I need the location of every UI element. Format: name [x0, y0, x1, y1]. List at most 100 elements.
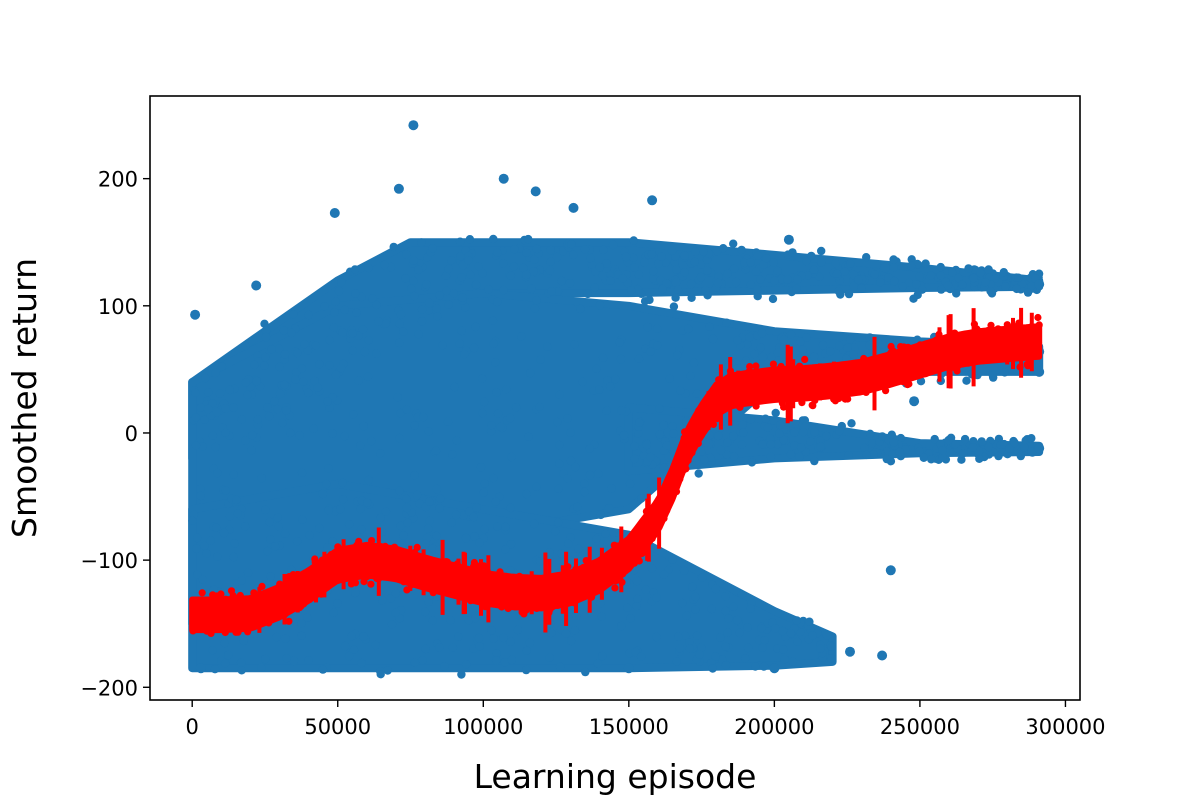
scatter-point [889, 263, 898, 272]
scatter-point [267, 345, 276, 354]
scatter-point [779, 335, 789, 345]
scatter-point [309, 424, 318, 433]
scatter-point [552, 252, 562, 262]
scatter-point [455, 339, 464, 348]
scatter-point [500, 658, 510, 667]
scatter-point [634, 429, 643, 438]
scatter-point [447, 256, 456, 265]
scatter-point [555, 390, 564, 399]
smoothed-point [899, 378, 907, 386]
scatter-point [428, 544, 438, 553]
scatter-point [261, 654, 270, 664]
scatter-point [815, 272, 824, 281]
scatter-point [263, 403, 272, 412]
scatter-point [691, 592, 700, 602]
smoothed-point [752, 402, 760, 410]
scatter-point [906, 261, 916, 271]
scatter-point [826, 347, 835, 356]
scatter-point [196, 403, 205, 412]
smoothed-point [627, 546, 636, 554]
scatter-point [590, 283, 599, 292]
scatter-point [695, 650, 704, 659]
scatter-point [424, 298, 434, 308]
scatter-point [506, 637, 515, 646]
scatter-point [501, 545, 510, 554]
scatter-point [626, 614, 635, 623]
scatter-point [470, 532, 479, 541]
scatter-point [889, 255, 898, 264]
scatter-point [274, 522, 283, 531]
scatter-point [844, 451, 853, 460]
scatter-point [417, 305, 427, 314]
smoothed-point [680, 466, 688, 474]
scatter-point [261, 505, 270, 515]
scatter-point [912, 280, 921, 289]
smoothed-point [910, 357, 918, 365]
scatter-point [703, 266, 712, 275]
scatter-point [1005, 444, 1014, 453]
scatter-point [981, 278, 990, 287]
smoothed-point [210, 592, 218, 600]
scatter-point [753, 292, 762, 301]
smoothed-point [801, 355, 809, 363]
smoothed-point [755, 396, 763, 404]
scatter-point [457, 670, 466, 679]
scatter-point [936, 271, 946, 280]
scatter-point [263, 546, 272, 556]
scatter-point [746, 415, 756, 424]
scatter-point [790, 441, 799, 450]
scatter-point [746, 604, 755, 613]
scatter-point [637, 494, 646, 503]
scatter-point [270, 542, 280, 551]
scatter-point [733, 615, 742, 625]
scatter-point [191, 441, 201, 450]
y-tick-label: 200 [98, 168, 138, 192]
scatter-point [798, 345, 807, 355]
smoothed-point [533, 604, 541, 613]
x-axis: 0 50000 100000 150000 200000 250000 300000 [186, 700, 1106, 739]
scatter-point [457, 273, 466, 282]
scatter-point [492, 388, 501, 397]
scatter-point [273, 404, 282, 414]
scatter-point [265, 517, 274, 527]
scatter-point [239, 636, 248, 646]
smoothed-point [821, 369, 829, 377]
scatter-point [329, 608, 338, 617]
scatter-point [646, 347, 655, 356]
scatter-point [964, 264, 973, 273]
scatter-point [1000, 368, 1009, 377]
scatter-point [771, 624, 780, 633]
scatter-point [870, 270, 879, 279]
scatter-point [767, 352, 776, 361]
scatter-point [431, 446, 441, 455]
scatter-point [421, 539, 430, 548]
scatter-point [448, 450, 457, 459]
smoothed-point [881, 377, 889, 385]
smoothed-point [466, 578, 474, 587]
scatter-point [661, 258, 670, 267]
scatter-point [817, 258, 826, 267]
outlier-point [909, 396, 920, 407]
scatter-point [974, 446, 984, 456]
scatter-point [602, 259, 611, 268]
scatter-point [507, 655, 517, 665]
scatter-point [410, 471, 419, 480]
smoothed-point [428, 556, 436, 565]
scatter-point [356, 504, 365, 514]
smoothed-point [822, 389, 830, 397]
scatter-point [602, 406, 611, 415]
scatter-point [766, 452, 776, 461]
scatter-point [522, 489, 531, 499]
scatter-point [368, 294, 377, 303]
y-tick-label: −100 [80, 549, 138, 573]
smoothed-point [289, 571, 297, 579]
scatter-point [834, 287, 843, 296]
scatter-point [809, 352, 819, 361]
smoothed-point [227, 619, 236, 627]
scatter-point [424, 427, 433, 436]
scatter-point [827, 642, 836, 651]
scatter-point [969, 273, 978, 283]
scatter-point [432, 531, 441, 541]
scatter-point [403, 518, 412, 528]
smoothed-point [802, 384, 810, 392]
